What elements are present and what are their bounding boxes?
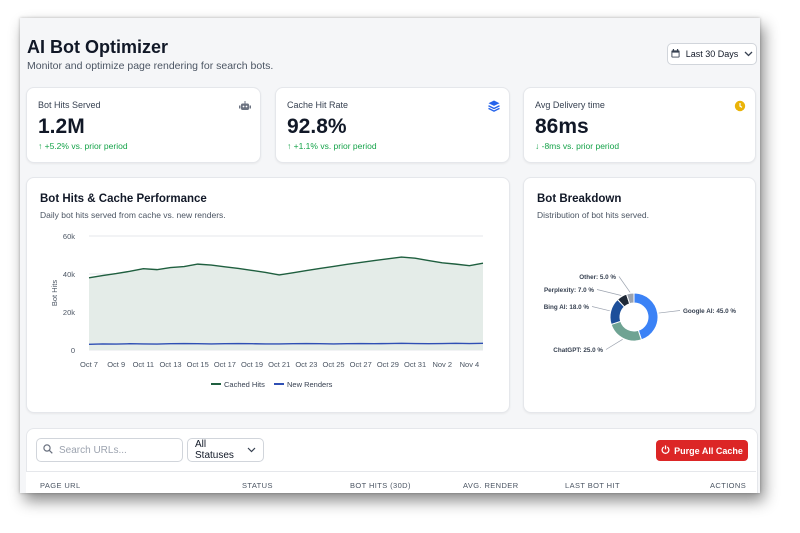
x-tick-label: Nov 4 [460, 360, 480, 369]
kpi-label: Cache Hit Rate [287, 100, 349, 110]
kpi-delta-text: +5.2% vs. prior period [44, 141, 128, 151]
table-header-row: PAGE URL STATUS BOT HITS (30D) AVG. REND… [26, 471, 756, 493]
calendar-icon [671, 48, 680, 60]
kpi-delta-text: -8ms vs. prior period [541, 141, 620, 151]
breakdown-card: Bot Breakdown Distribution of bot hits s… [523, 177, 756, 413]
x-tick-label: Oct 17 [214, 360, 236, 369]
layers-icon [488, 99, 500, 112]
chevron-down-icon [247, 445, 256, 456]
date-range-label: Last 30 Days [685, 49, 739, 59]
performance-title: Bot Hits & Cache Performance [40, 193, 207, 205]
kpi-delta: ↑ +1.1% vs. prior period [287, 141, 377, 151]
legend-label: Cached Hits [224, 380, 265, 389]
robot-icon [239, 99, 251, 111]
legend-label: New Renders [287, 380, 333, 389]
x-tick-label: Oct 23 [295, 360, 317, 369]
x-tick-label: Oct 27 [350, 360, 372, 369]
donut-label-perplexity: Perplexity: 7.0 % [544, 287, 594, 294]
column-header-avg-render[interactable]: AVG. RENDER [463, 481, 519, 490]
donut-leader-line [658, 310, 681, 314]
x-tick-label: Oct 29 [377, 360, 399, 369]
donut-leader-line [618, 276, 631, 293]
kpi-delta: ↓ -8ms vs. prior period [535, 141, 619, 151]
column-header-status[interactable]: STATUS [242, 481, 273, 490]
donut-slice-chatgpt [610, 320, 643, 342]
kpi-value: 86ms [535, 115, 589, 138]
x-tick-label: Oct 21 [268, 360, 290, 369]
arrow-up-icon: ↑ [38, 141, 43, 151]
donut-label-bing-ai: Bing AI: 18.0 % [544, 304, 590, 311]
status-filter-select[interactable]: All Statuses [187, 438, 264, 462]
x-tick-label: Oct 25 [323, 360, 345, 369]
y-tick-label: 60k [63, 232, 75, 241]
cached-hits-line [88, 256, 484, 279]
column-header-actions[interactable]: ACTIONS [710, 481, 747, 490]
x-tick-label: Nov 2 [432, 360, 452, 369]
kpi-label: Bot Hits Served [38, 100, 101, 110]
column-header-last-bot-hit[interactable]: LAST BOT HIT [565, 481, 620, 490]
donut-leader-line [605, 338, 623, 350]
breakdown-subtitle: Distribution of bot hits served. [537, 210, 649, 220]
kpi-label: Avg Delivery time [535, 100, 605, 110]
arrow-down-icon: ↓ [535, 141, 540, 151]
power-icon [661, 445, 670, 456]
donut-slice-other [625, 292, 635, 305]
search-icon [43, 441, 53, 459]
kpi-delta: ↑ +5.2% vs. prior period [38, 141, 128, 151]
clock-icon [734, 99, 746, 112]
performance-line-chart: 0 20k 40k 60k Bot Hits Oct 7 Oct 9 Oct 11 Oct 13… [50, 232, 484, 389]
search-input[interactable] [59, 444, 169, 456]
kpi-card-bot-hits: Bot Hits Served 1.2M ↑ +5.2% vs. prior p… [26, 87, 261, 163]
performance-subtitle: Daily bot hits served from cache vs. new… [40, 210, 226, 220]
search-field[interactable] [36, 438, 183, 462]
arrow-up-icon: ↑ [287, 141, 292, 151]
y-tick-label: 40k [63, 270, 75, 279]
donut-label-chatgpt: ChatGPT: 25.0 % [553, 347, 603, 354]
x-tick-label: Oct 11 [133, 360, 155, 369]
app-window: AI Bot Optimizer Monitor and optimize pa… [20, 18, 760, 493]
x-tick-label: Oct 19 [241, 360, 263, 369]
purge-all-cache-button[interactable]: Purge All Cache [656, 440, 748, 461]
donut-leader-line [596, 289, 622, 296]
purge-label: Purge All Cache [674, 445, 743, 456]
kpi-value: 1.2M [38, 115, 85, 138]
kpi-value: 92.8% [287, 115, 347, 138]
bot-breakdown-donut-chart: Google AI: 45.0 % ChatGPT: 25.0 % Bing AI:… [544, 274, 737, 354]
donut-label-google-ai: Google AI: 45.0 % [683, 308, 736, 315]
x-tick-label: Oct 13 [159, 360, 181, 369]
date-range-button[interactable]: Last 30 Days [667, 43, 757, 65]
x-tick-label: Oct 15 [187, 360, 209, 369]
new-renders-line [88, 342, 484, 345]
kpi-card-delivery-time: Avg Delivery time 86ms ↓ -8ms vs. prior … [523, 87, 756, 163]
x-tick-label: Oct 9 [107, 360, 125, 369]
column-header-page-url[interactable]: PAGE URL [40, 481, 81, 490]
donut-leader-line [591, 306, 610, 312]
chevron-down-icon [744, 49, 753, 59]
x-tick-label: Oct 7 [80, 360, 98, 369]
donut-label-other: Other: 5.0 % [579, 274, 616, 281]
cached-hits-area [89, 257, 483, 350]
page-title: AI Bot Optimizer [27, 37, 169, 57]
status-filter-value: All Statuses [195, 439, 234, 461]
column-header-bot-hits[interactable]: BOT HITS (30D) [350, 481, 411, 490]
breakdown-title: Bot Breakdown [537, 193, 622, 205]
x-tick-label: Oct 31 [404, 360, 426, 369]
y-tick-label: 0 [71, 346, 75, 355]
y-axis-label: Bot Hits [50, 280, 59, 307]
kpi-card-cache-hit-rate: Cache Hit Rate 92.8% ↑ +1.1% vs. prior p… [275, 87, 510, 163]
y-tick-label: 20k [63, 308, 75, 317]
page-subtitle: Monitor and optimize page rendering for … [27, 60, 274, 72]
performance-card: Bot Hits & Cache Performance Daily bot h… [26, 177, 510, 413]
kpi-delta-text: +1.1% vs. prior period [293, 141, 377, 151]
